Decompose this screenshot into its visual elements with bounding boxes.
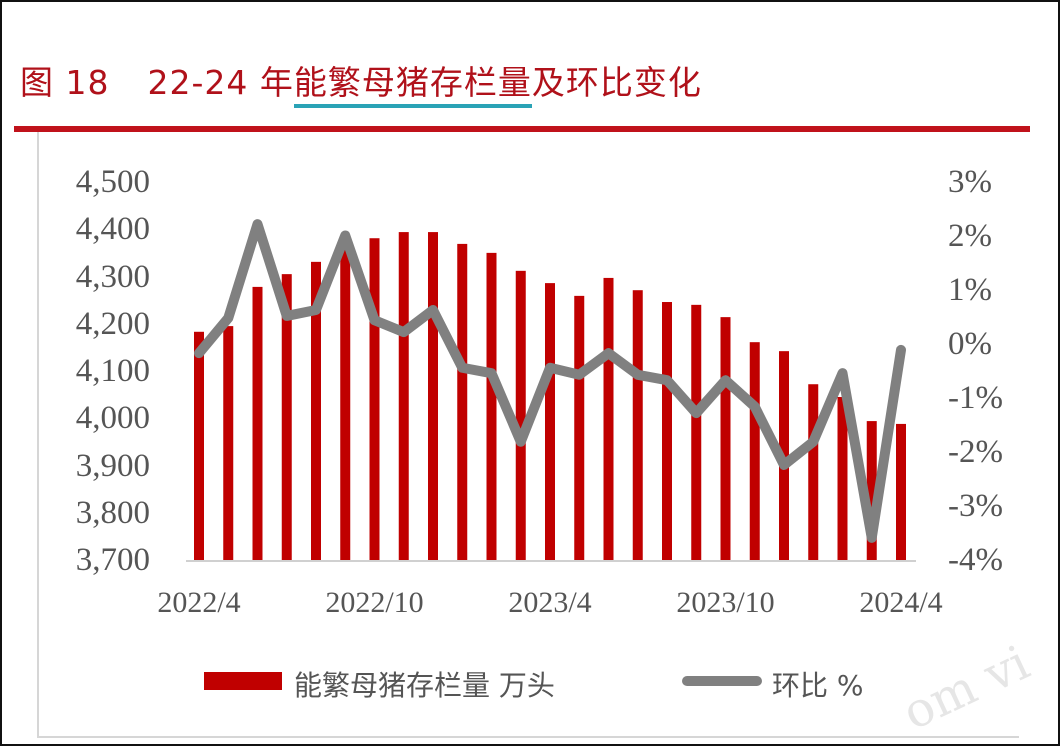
- bar: [662, 302, 672, 560]
- bar: [486, 252, 497, 560]
- bar: [749, 342, 760, 560]
- legend-bar-label: 能繁母猪存栏量 万头: [294, 669, 555, 702]
- y-left-tick: 3,900: [75, 447, 150, 484]
- bar: [896, 423, 906, 560]
- bar: [311, 261, 321, 560]
- y-right-tick: 2%: [948, 218, 992, 254]
- figure-label: 图 18: [20, 63, 110, 102]
- bar: [369, 238, 380, 561]
- legend-line-swatch: [682, 676, 762, 686]
- x-tick: 2022/10: [325, 586, 424, 619]
- bar: [223, 326, 234, 560]
- y-left-tick: 4,200: [75, 305, 150, 342]
- bar: [808, 384, 819, 560]
- title-highlight: 能繁母猪存栏量: [293, 63, 532, 108]
- bar: [720, 317, 731, 560]
- x-tick: 2024/4: [859, 586, 943, 619]
- title-prefix: 22-24 年: [147, 63, 294, 102]
- legend: 能繁母猪存栏量 万头 环比 %: [0, 662, 1060, 702]
- bar: [281, 274, 292, 560]
- bar: [428, 232, 438, 560]
- figure-title: 图 18 22-24 年能繁母猪存栏量及环比变化: [20, 56, 702, 108]
- bar: [340, 249, 351, 560]
- x-tick: 2023/10: [676, 586, 775, 619]
- y-left-tick: 4,400: [75, 211, 150, 248]
- y-left-tick: 3,700: [75, 542, 150, 578]
- y-right-tick: -4%: [948, 542, 1003, 578]
- bar: [866, 421, 877, 560]
- bar: [632, 290, 643, 560]
- y-left-tick: 4,500: [75, 164, 150, 200]
- bar: [457, 243, 468, 560]
- legend-bar-swatch: [204, 672, 282, 690]
- bar: [194, 331, 204, 560]
- x-tick: 2023/4: [508, 586, 592, 619]
- y-right-tick: 1%: [948, 272, 992, 308]
- y-right-tick: 0%: [948, 326, 992, 362]
- title-suffix: 及环比变化: [531, 63, 702, 102]
- bar: [574, 295, 585, 560]
- bar: [515, 270, 526, 560]
- bar: [603, 277, 614, 560]
- bar: [837, 396, 848, 560]
- legend-line-label: 环比 %: [772, 669, 864, 702]
- mom-line: [194, 219, 906, 543]
- y-right-tick: -3%: [948, 488, 1003, 524]
- y-left-tick: 3,800: [75, 494, 150, 531]
- y-left-tick: 4,300: [75, 258, 150, 295]
- y-left-tick: 4,100: [75, 353, 150, 389]
- chart-border: [37, 132, 1019, 738]
- y-right-tick: -1%: [948, 380, 1003, 416]
- x-tick: 2022/4: [157, 586, 241, 619]
- bar: [398, 232, 409, 560]
- bar: [691, 304, 702, 560]
- bar: [252, 286, 263, 560]
- bar: [545, 283, 555, 560]
- y-left-tick: 4,000: [75, 400, 150, 437]
- y-right-tick: 3%: [948, 164, 992, 200]
- title-rule: [14, 126, 1030, 132]
- y-right-tick: -2%: [948, 434, 1003, 470]
